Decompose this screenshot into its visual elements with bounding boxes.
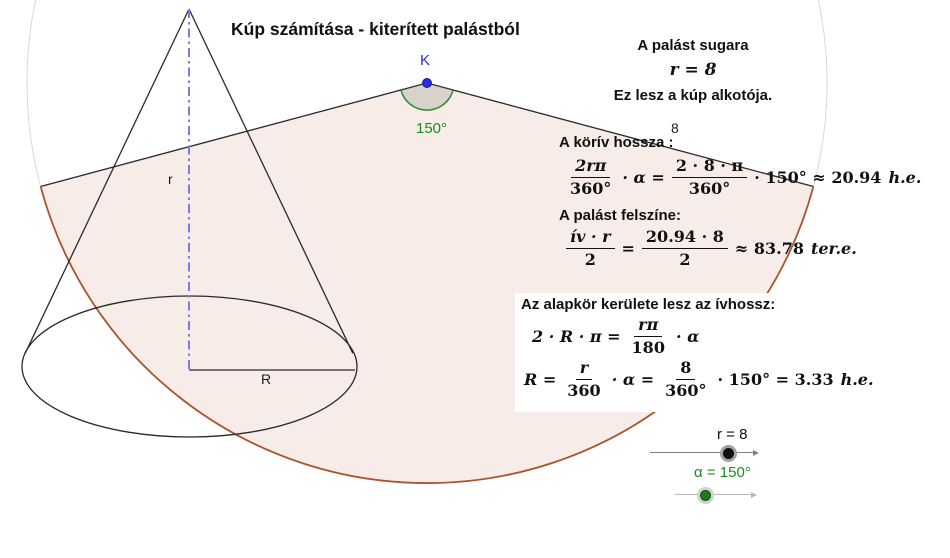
sector-radius-right — [426, 82, 814, 188]
base-formula-1: 2 · R · π = rπ 180 · α — [532, 315, 700, 357]
info-text: A palást sugara r = 8 Ez lesz a kúp alko… — [598, 33, 788, 108]
slider-r-track-arrow — [753, 449, 759, 456]
surface-formula: ív · r 2 = 20.94 · 8 2 ≈ 83.78 ter.e. — [566, 227, 857, 270]
slider-alpha-label: α = 150° — [694, 464, 751, 481]
fraction: rπ 180 — [631, 315, 665, 357]
info-line-3: Ez lesz a kúp alkotója. — [613, 87, 773, 104]
slider-alpha-knob[interactable] — [696, 486, 714, 504]
surface-header: A palást felszíne: — [559, 207, 681, 224]
point-K-label: K — [420, 52, 431, 69]
arc-length-header: A körív hossza : — [559, 134, 674, 151]
fraction: 2rπ 360° — [570, 156, 612, 198]
sector-radius-left — [40, 82, 428, 188]
slider-alpha-track-arrow — [751, 491, 757, 498]
cone-base-radius-label: R — [261, 371, 272, 387]
angle-marker — [400, 83, 454, 111]
info-line-1: A palást sugara — [637, 37, 749, 54]
sector-radius-value-label: 8 — [671, 120, 679, 136]
fraction: ív · r 2 — [566, 227, 615, 270]
cone-left-slant — [24, 8, 190, 354]
angle-arc — [400, 89, 454, 111]
angle-value-label: 150° — [416, 120, 448, 137]
fraction: 20.94 · 8 2 — [641, 227, 728, 270]
lateral-surface-sector — [40, 83, 814, 484]
fraction: 2 · 8 · π 360° — [671, 156, 748, 199]
base-block-background — [515, 293, 939, 412]
cone-right-slant — [188, 8, 354, 354]
page-title: Kúp számítása - kiterített palástból — [231, 19, 520, 39]
slider-r-label: r = 8 — [717, 426, 748, 443]
fraction: r 360 — [567, 358, 601, 400]
slider-r-track[interactable] — [650, 452, 753, 453]
fraction: 8 360° — [665, 358, 707, 400]
point-K[interactable] — [422, 78, 432, 88]
cone-slant-label: r — [168, 171, 173, 187]
info-line-2: r = 8 — [669, 60, 717, 80]
base-formula-2: R = r 360 · α = 8 360° · 150° = 3.33 h.e… — [524, 358, 874, 400]
arc-length-formula: 2rπ 360° · α = 2 · 8 · π 360° · 150° ≈ 2… — [566, 156, 921, 199]
base-block-header: Az alapkör kerülete lesz az ívhossz: — [521, 296, 776, 313]
slider-r-knob[interactable] — [719, 444, 737, 462]
